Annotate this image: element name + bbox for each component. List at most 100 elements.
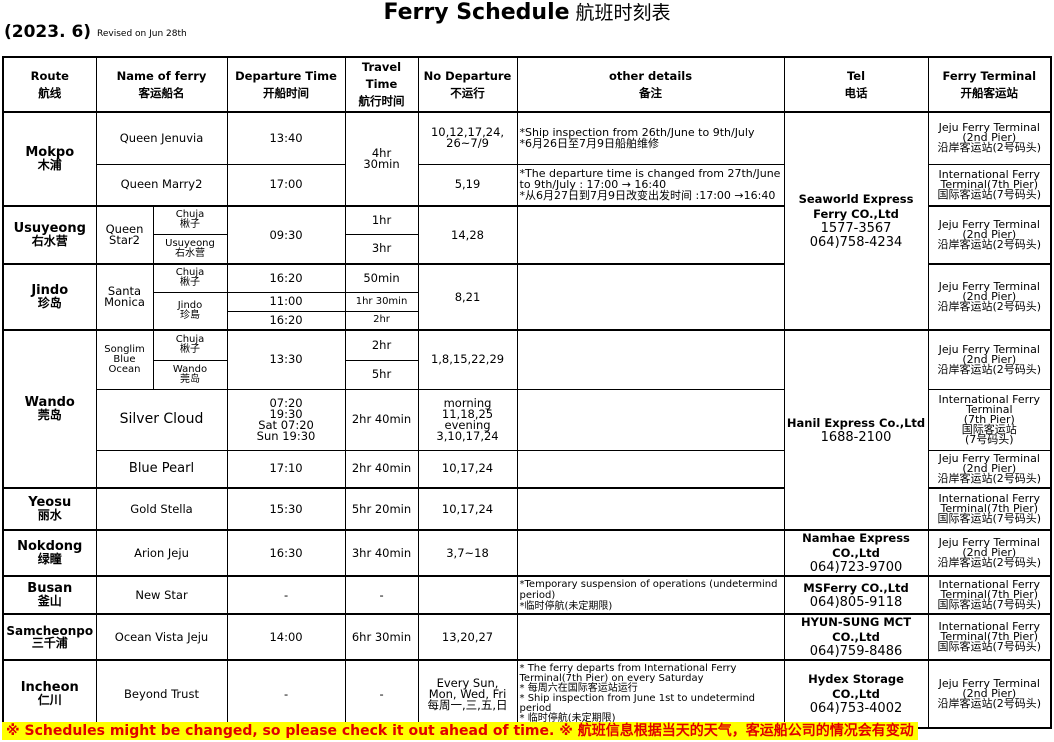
travel-time: 2hr bbox=[344, 329, 419, 361]
destination: Jindo 珍島 bbox=[152, 291, 228, 331]
terminal: Jeju Ferry Terminal (2nd Pier) 沿岸客运站(2号码… bbox=[927, 529, 1052, 577]
details bbox=[516, 329, 785, 390]
page-title: Ferry Schedule 航班时刻表 bbox=[383, 0, 671, 25]
no-departure: 3,7~18 bbox=[417, 529, 518, 577]
departure-time: 14:00 bbox=[226, 613, 346, 661]
header-terminal: Ferry Terminal 开船客运站 bbox=[927, 56, 1052, 113]
details bbox=[516, 529, 785, 577]
route-wando: Wando 莞岛 bbox=[2, 329, 97, 489]
destination: Chuja 楸子 bbox=[152, 329, 228, 361]
no-departure: 1,8,15,22,29 bbox=[417, 329, 518, 390]
travel-time: 5hr 20min bbox=[344, 487, 419, 531]
header-route: Route 航线 bbox=[2, 56, 97, 113]
departure-time: 13:40 bbox=[226, 111, 346, 165]
terminal: Jeju Ferry Terminal (2nd Pier) 沿岸客运站(2号码… bbox=[927, 449, 1052, 489]
departure-time: 11:00 bbox=[226, 291, 346, 312]
details bbox=[516, 487, 785, 531]
table-row: Mokpo 木浦 Queen Jenuvia 13:40 4hr 30min 10… bbox=[2, 111, 1052, 331]
terminal: International Ferry Terminal (7th Pier) … bbox=[927, 388, 1052, 451]
tel-hanil: Hanil Express Co.,Ltd 1688-2100 bbox=[783, 329, 929, 531]
departure-time: 15:30 bbox=[226, 487, 346, 531]
no-departure: 10,12,17,24, 26~7/9 bbox=[417, 111, 518, 165]
travel-time: 6hr 30min bbox=[344, 613, 419, 661]
ferry-name: Songlim Blue Ocean bbox=[95, 329, 154, 390]
header-no-departure: No Departure 不运行 bbox=[417, 56, 518, 113]
travel-time: 4hr 30min bbox=[344, 111, 419, 207]
table-row: Wando 莞岛 5hr bbox=[3, 359, 1051, 390]
departure-time: 09:30 bbox=[226, 205, 346, 265]
details: * The ferry departs from International F… bbox=[516, 659, 785, 729]
no-departure: 10,17,24 bbox=[417, 487, 518, 531]
table-row: Usuyeong 右水营 Queen Star2 Chuja 楸子 09:30 1… bbox=[2, 205, 1052, 265]
header-tel: Tel 电话 bbox=[783, 56, 929, 113]
destination: Chuja 楸子 bbox=[152, 263, 228, 293]
header-details: other details 备注 bbox=[516, 56, 785, 113]
details bbox=[516, 263, 785, 331]
ferry-name: Blue Pearl bbox=[95, 449, 228, 489]
destination: Usuyeong 右水营 bbox=[152, 233, 228, 265]
tel-msferry: MSFerry CO.,Ltd 064)805-9118 bbox=[783, 575, 929, 615]
no-departure: 5,19 bbox=[417, 163, 518, 207]
travel-time: 3hr 40min bbox=[344, 529, 419, 577]
revised-label: Revised on Jun 28th bbox=[97, 29, 187, 39]
terminal: International Ferry Terminal(7th Pier) 国… bbox=[927, 163, 1052, 207]
route-yeosu: Yeosu 丽水 bbox=[2, 487, 97, 531]
table-row: Jindo 珍島 11:00 1hr 30min bbox=[3, 291, 1051, 331]
departure-time: 13:30 bbox=[226, 329, 346, 390]
departure-time: 16:30 bbox=[226, 529, 346, 577]
route-usuyeong: Usuyeong 右水营 bbox=[2, 205, 97, 265]
terminal: Jeju Ferry Terminal (2nd Pier) 沿岸客运站(2号码… bbox=[927, 329, 1052, 390]
tel-hyunsung: HYUN-SUNG MCT CO.,Ltd 064)759-8486 bbox=[783, 613, 929, 661]
table-row: Wando 莞岛 Songlim Blue Ocean Chuja 楸子 13:3… bbox=[2, 329, 1052, 531]
no-departure: morning 11,18,25 evening 3,10,17,24 bbox=[417, 388, 518, 451]
header-travel: Travel Time 航行时间 bbox=[344, 56, 419, 113]
tel-namhae: Namhae Express CO.,Ltd 064)723-9700 bbox=[783, 529, 929, 577]
departure-time: 17:00 bbox=[226, 163, 346, 207]
table-row: Incheon 仁川 Beyond Trust - - Every Sun, Mo… bbox=[2, 659, 1052, 729]
no-departure: 13,20,27 bbox=[417, 613, 518, 661]
route-incheon: Incheon 仁川 bbox=[2, 659, 97, 729]
footer-notice: ※ Schedules might be changed, so please … bbox=[2, 722, 918, 740]
travel-time: 1hr bbox=[344, 205, 419, 235]
table-row: Silver Cloud 07:20 19:30 Sat 07:20 Sun 1… bbox=[3, 388, 1052, 451]
details bbox=[516, 388, 785, 451]
details: *Temporary suspension of operations (und… bbox=[516, 575, 785, 615]
ferry-name: Ocean Vista Jeju bbox=[95, 613, 228, 661]
departure-time: 16:20 bbox=[226, 263, 346, 293]
ferry-name: New Star bbox=[95, 575, 228, 615]
details bbox=[516, 613, 785, 661]
route-mokpo: Mokpo 木浦 bbox=[2, 111, 97, 207]
travel-time: - bbox=[344, 575, 419, 615]
travel-time: 2hr 40min bbox=[344, 449, 419, 489]
ferry-name: Beyond Trust bbox=[95, 659, 228, 729]
terminal: International Ferry Terminal(7th Pier) 国… bbox=[927, 613, 1052, 661]
travel-time: 50min bbox=[344, 263, 419, 293]
table-row: Blue Pearl 17:10 2hr 40min 10,17,24 Jeju… bbox=[3, 449, 1052, 489]
table-row: Nokdong 绿瞳 Arion Jeju 16:30 3hr 40min 3,7… bbox=[2, 529, 1052, 577]
ferry-name: Gold Stella bbox=[95, 487, 228, 531]
ferry-name: Santa Monica bbox=[95, 263, 154, 331]
details: *Ship inspection from 26th/June to 9th/J… bbox=[516, 111, 785, 165]
ferry-name: Queen Jenuvia bbox=[95, 111, 228, 165]
tel-seaworld: Seaworld Express Ferry CO.,Ltd 1577-3567 … bbox=[783, 111, 929, 331]
travel-time: 1hr 30min bbox=[344, 291, 419, 312]
route-nokdong: Nokdong 绿瞳 bbox=[2, 529, 97, 577]
no-departure: 10,17,24 bbox=[417, 449, 518, 489]
route-busan: Busan 釜山 bbox=[2, 575, 97, 615]
departure-time: 07:20 19:30 Sat 07:20 Sun 19:30 bbox=[226, 388, 346, 451]
destination: Wando 莞岛 bbox=[152, 359, 228, 390]
ferry-name: Silver Cloud bbox=[95, 388, 228, 451]
year-label: (2023. 6) bbox=[4, 22, 92, 42]
ferry-name: Arion Jeju bbox=[95, 529, 228, 577]
no-departure: 8,21 bbox=[417, 263, 518, 331]
departure-time: - bbox=[226, 659, 346, 729]
header-ferry: Name of ferry 客运船名 bbox=[95, 56, 228, 113]
route-jindo: Jindo 珍岛 bbox=[2, 263, 97, 331]
terminal: Jeju Ferry Terminal (2nd Pier) 沿岸客运站(2号码… bbox=[927, 111, 1052, 165]
no-departure: 14,28 bbox=[417, 205, 518, 265]
schedule-table: Route 航线 Name of ferry 客运船名 Departure Ti… bbox=[2, 56, 1053, 729]
details: *The departure time is changed from 27th… bbox=[516, 163, 785, 207]
terminal: International Ferry Terminal(7th Pier) 国… bbox=[927, 575, 1052, 615]
table-row: Samcheonpo 三千浦 Ocean Vista Jeju 14:00 6hr… bbox=[2, 613, 1052, 661]
details bbox=[516, 205, 785, 265]
